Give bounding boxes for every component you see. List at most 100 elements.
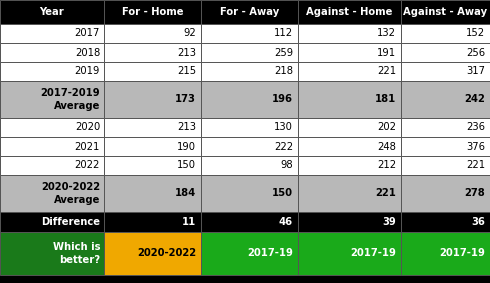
Text: 2020: 2020 <box>75 123 100 132</box>
Text: 2022: 2022 <box>74 160 100 170</box>
Bar <box>401 175 490 212</box>
Text: 191: 191 <box>377 48 396 57</box>
Text: 2017-19: 2017-19 <box>247 248 293 258</box>
Bar <box>0 81 104 118</box>
Bar <box>104 118 201 137</box>
Bar <box>298 81 401 118</box>
Bar <box>201 81 298 118</box>
Bar <box>104 175 201 212</box>
Bar <box>104 24 201 43</box>
Text: 218: 218 <box>274 67 293 76</box>
Bar <box>0 43 104 62</box>
Text: For - Home: For - Home <box>122 7 183 17</box>
Bar <box>0 175 104 212</box>
Bar <box>0 24 104 43</box>
Bar <box>201 0 298 24</box>
Text: 181: 181 <box>375 95 396 104</box>
Text: 190: 190 <box>177 142 196 151</box>
Bar <box>401 118 490 137</box>
Text: 152: 152 <box>466 29 485 38</box>
Text: Which is
better?: Which is better? <box>52 242 100 265</box>
Bar <box>201 156 298 175</box>
Bar <box>401 156 490 175</box>
Text: 221: 221 <box>466 160 485 170</box>
Text: 236: 236 <box>466 123 485 132</box>
Bar <box>0 0 104 24</box>
Text: 2019: 2019 <box>74 67 100 76</box>
Text: Against - Away: Against - Away <box>403 7 488 17</box>
Text: 112: 112 <box>274 29 293 38</box>
Text: 221: 221 <box>377 67 396 76</box>
Bar <box>104 0 201 24</box>
Bar <box>298 118 401 137</box>
Bar <box>201 62 298 81</box>
Text: 130: 130 <box>274 123 293 132</box>
Bar <box>401 0 490 24</box>
Text: Difference: Difference <box>41 217 100 227</box>
Text: 2017-19: 2017-19 <box>350 248 396 258</box>
Bar <box>298 232 401 275</box>
Bar <box>401 62 490 81</box>
Bar <box>401 81 490 118</box>
Bar <box>201 232 298 275</box>
Bar <box>201 118 298 137</box>
Bar <box>0 118 104 137</box>
Text: 36: 36 <box>471 217 485 227</box>
Bar <box>201 212 298 232</box>
Text: 256: 256 <box>466 48 485 57</box>
Text: 212: 212 <box>377 160 396 170</box>
Text: 196: 196 <box>272 95 293 104</box>
Text: 376: 376 <box>466 142 485 151</box>
Text: 248: 248 <box>377 142 396 151</box>
Text: 46: 46 <box>279 217 293 227</box>
Text: 259: 259 <box>274 48 293 57</box>
Bar <box>401 43 490 62</box>
Text: Year: Year <box>40 7 64 17</box>
Text: 150: 150 <box>272 188 293 198</box>
Text: 39: 39 <box>382 217 396 227</box>
Text: 242: 242 <box>464 95 485 104</box>
Bar <box>104 137 201 156</box>
Text: 2020-2022: 2020-2022 <box>137 248 196 258</box>
Text: 278: 278 <box>464 188 485 198</box>
Text: 2020-2022
Average: 2020-2022 Average <box>41 182 100 205</box>
Text: 11: 11 <box>182 217 196 227</box>
Bar <box>104 232 201 275</box>
Text: 2018: 2018 <box>75 48 100 57</box>
Text: 213: 213 <box>177 48 196 57</box>
Text: 317: 317 <box>466 67 485 76</box>
Bar <box>401 212 490 232</box>
Bar <box>298 24 401 43</box>
Text: 150: 150 <box>177 160 196 170</box>
Text: 2017-2019
Average: 2017-2019 Average <box>40 88 100 111</box>
Bar <box>201 137 298 156</box>
Bar <box>298 156 401 175</box>
Bar <box>201 24 298 43</box>
Bar <box>104 43 201 62</box>
Bar <box>298 62 401 81</box>
Bar <box>298 212 401 232</box>
Text: 92: 92 <box>183 29 196 38</box>
Text: Against - Home: Against - Home <box>306 7 392 17</box>
Text: 132: 132 <box>377 29 396 38</box>
Text: 2021: 2021 <box>74 142 100 151</box>
Bar <box>0 212 104 232</box>
Text: 221: 221 <box>375 188 396 198</box>
Bar <box>0 232 104 275</box>
Bar <box>401 137 490 156</box>
Bar <box>401 24 490 43</box>
Bar <box>298 43 401 62</box>
Text: For - Away: For - Away <box>220 7 279 17</box>
Bar <box>201 175 298 212</box>
Text: 213: 213 <box>177 123 196 132</box>
Bar <box>0 137 104 156</box>
Text: 2017-19: 2017-19 <box>439 248 485 258</box>
Bar <box>401 232 490 275</box>
Text: 215: 215 <box>177 67 196 76</box>
Text: 202: 202 <box>377 123 396 132</box>
Bar <box>0 62 104 81</box>
Bar <box>104 156 201 175</box>
Bar <box>298 175 401 212</box>
Bar <box>104 62 201 81</box>
Text: 173: 173 <box>175 95 196 104</box>
